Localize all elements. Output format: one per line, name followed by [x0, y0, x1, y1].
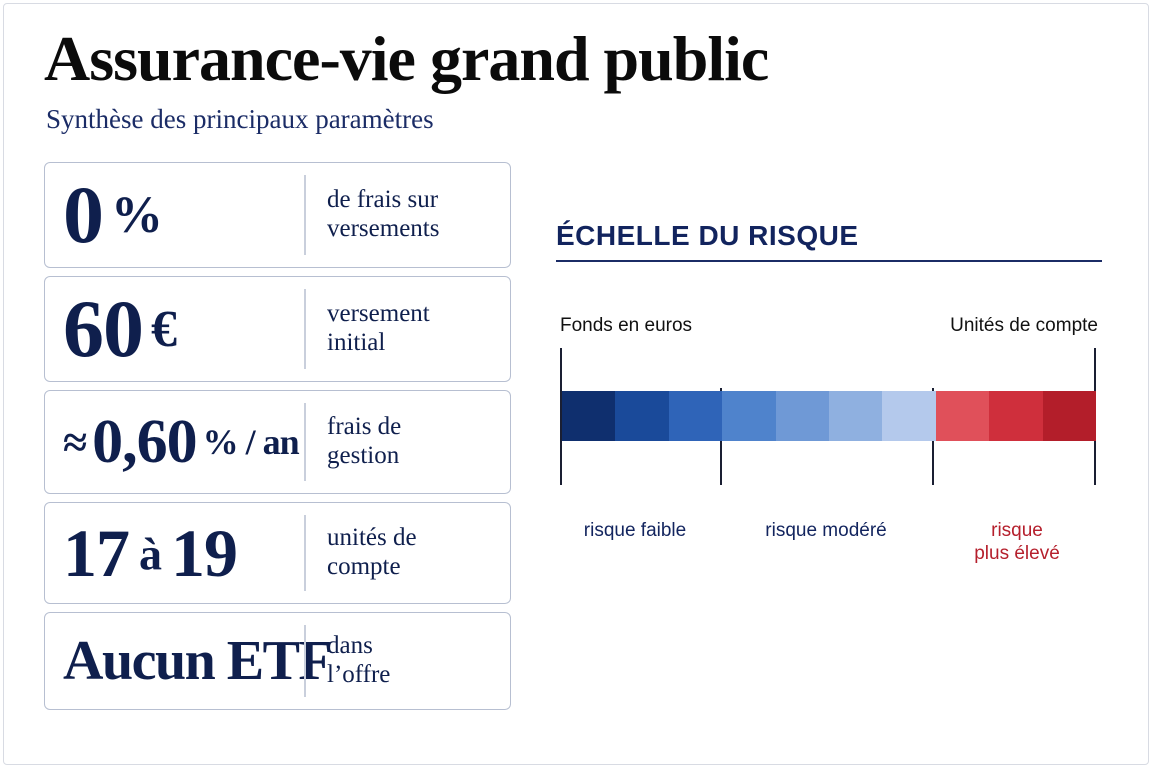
- risk-segment-9: [989, 391, 1043, 441]
- zone-label-line: plus élevé: [974, 542, 1060, 564]
- card-description: dans l’offre: [327, 613, 502, 709]
- zone-label-moderate: risque modéré: [742, 520, 910, 543]
- card-divider: [304, 515, 306, 591]
- value-number: 60: [63, 283, 144, 374]
- value-unit: €: [151, 300, 177, 358]
- risk-scale: ÉCHELLE DU RISQUE Fonds en euros Unités …: [556, 220, 1102, 580]
- risk-scale-title: ÉCHELLE DU RISQUE: [556, 220, 859, 251]
- card-description: de frais sur versements: [327, 163, 502, 267]
- card-description: versement initial: [327, 277, 502, 381]
- card-divider: [304, 175, 306, 255]
- risk-segment-2: [615, 391, 669, 441]
- risk-segment-6: [829, 391, 883, 441]
- risk-left-label: Fonds en euros: [560, 315, 693, 336]
- card-divider: [304, 625, 306, 697]
- desc-line: dans: [327, 632, 373, 660]
- card-management-fees: ≈ 0,60 % / an frais de gestion: [44, 390, 511, 494]
- value-text: Aucun ETF: [63, 630, 333, 692]
- desc-line: compte: [327, 553, 401, 580]
- desc-line: unités de: [327, 524, 417, 552]
- card-value: 0 %: [63, 163, 325, 267]
- desc-line: versement: [327, 300, 430, 328]
- zone-label-high: risque plus élevé: [952, 520, 1082, 566]
- risk-segment-5: [775, 391, 830, 441]
- value-number: 19: [171, 514, 238, 591]
- card-etf: Aucun ETF dans l’offre: [44, 612, 511, 710]
- card-initial-deposit: 60 € versement initial: [44, 276, 511, 382]
- risk-gradient-bar: [562, 391, 1097, 441]
- value-unit: %: [111, 186, 163, 244]
- value-number: 0,60: [92, 407, 197, 476]
- page-title: Assurance-vie grand public: [44, 23, 769, 94]
- card-value: 60 €: [63, 277, 325, 381]
- risk-segment-3: [668, 391, 723, 441]
- card-value: 17 à 19: [63, 503, 325, 603]
- parameter-cards: 0 % de frais sur versements 60 € verseme…: [44, 162, 511, 718]
- risk-segment-8: [935, 391, 990, 441]
- card-divider: [304, 403, 306, 481]
- zone-label-line: risque modéré: [765, 520, 887, 541]
- page-frame: [3, 3, 1149, 765]
- value-joiner: à: [139, 527, 162, 579]
- risk-segment-1: [562, 391, 616, 441]
- value-unit: % / an: [202, 422, 300, 462]
- card-versement-fees: 0 % de frais sur versements: [44, 162, 511, 268]
- risk-title-underline: [556, 260, 1102, 262]
- value-prefix: ≈: [63, 417, 87, 467]
- value-number: 17: [63, 514, 130, 591]
- desc-line: l’offre: [327, 661, 391, 688]
- page-subtitle: Synthèse des principaux paramètres: [46, 104, 434, 134]
- desc-line: frais de: [327, 413, 402, 441]
- risk-segment-4: [722, 391, 776, 441]
- risk-right-label: Unités de compte: [950, 315, 1098, 336]
- card-value: ≈ 0,60 % / an: [63, 391, 325, 493]
- zone-label-line: risque: [991, 520, 1043, 541]
- desc-line: de frais sur: [327, 186, 439, 214]
- desc-line: gestion: [327, 442, 400, 469]
- risk-segment-7: [882, 391, 936, 441]
- card-value: Aucun ETF: [63, 613, 333, 709]
- desc-line: initial: [327, 329, 386, 356]
- desc-line: versements: [327, 215, 440, 242]
- scale-tick-start: [560, 348, 562, 485]
- card-unit-count: 17 à 19 unités de compte: [44, 502, 511, 604]
- zone-label-line: risque faible: [583, 520, 687, 541]
- card-description: unités de compte: [327, 503, 502, 603]
- risk-segment-10: [1042, 391, 1097, 441]
- card-description: frais de gestion: [327, 391, 502, 493]
- card-divider: [304, 289, 306, 369]
- value-number: 0: [63, 169, 104, 260]
- zone-label-low: risque faible: [570, 520, 700, 543]
